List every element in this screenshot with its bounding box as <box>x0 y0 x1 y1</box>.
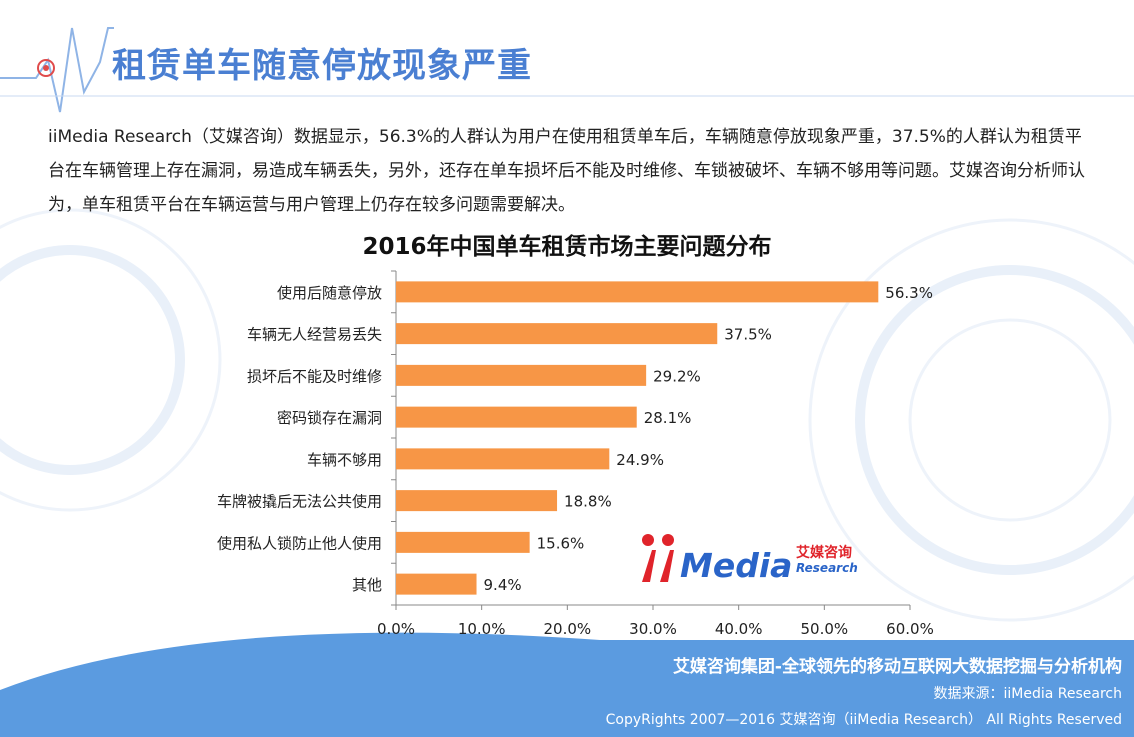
header-pulse-line <box>0 27 1134 113</box>
x-tick-label: 30.0% <box>629 620 677 638</box>
category-label: 使用私人锁防止他人使用 <box>217 534 382 552</box>
x-tick-label: 40.0% <box>715 620 763 638</box>
x-tick-label: 50.0% <box>801 620 849 638</box>
data-label: 37.5% <box>724 326 772 344</box>
footer-slogan: 艾媒咨询集团-全球领先的移动互联网大数据挖掘与分析机构 <box>672 657 1122 677</box>
x-tick-label: 0.0% <box>377 620 415 638</box>
footer-copyright: CopyRights 2007—2016 艾媒咨询（iiMedia Resear… <box>605 712 1122 728</box>
bar <box>396 531 530 553</box>
footer-source: 数据来源：iiMedia Research <box>933 686 1123 702</box>
data-label: 29.2% <box>653 367 701 385</box>
data-label: 15.6% <box>537 534 585 552</box>
data-label: 56.3% <box>885 284 933 302</box>
page-title: 租赁单车随意停放现象严重 <box>112 46 532 86</box>
bar <box>396 406 637 428</box>
category-label: 使用后随意停放 <box>277 284 382 302</box>
bar <box>396 448 610 470</box>
logo-en-name: Research <box>796 561 858 575</box>
category-label: 车辆无人经营易丢失 <box>247 326 382 344</box>
category-label: 车牌被撬后无法公共使用 <box>217 493 382 511</box>
x-tick-label: 20.0% <box>544 620 592 638</box>
category-label: 损坏后不能及时维修 <box>247 367 382 385</box>
iimedia-logo-mark-icon <box>642 534 674 582</box>
bar <box>396 490 558 512</box>
iimedia-logo: Media 艾媒咨询 Research <box>638 532 868 588</box>
intro-paragraph: iiMedia Research（艾媒咨询）数据显示，56.3%的人群认为用户在… <box>48 127 1085 215</box>
logo-wordmark: Media <box>680 546 793 585</box>
bar <box>396 281 879 303</box>
bar <box>396 364 647 386</box>
footer-band <box>0 632 1134 737</box>
bar <box>396 573 477 595</box>
data-label: 9.4% <box>484 576 522 594</box>
data-label: 18.8% <box>564 493 612 511</box>
category-label: 其他 <box>352 576 382 594</box>
category-label: 车辆不够用 <box>307 451 382 469</box>
category-label: 密码锁存在漏洞 <box>277 409 382 427</box>
bar <box>396 323 718 345</box>
chart-title: 2016年中国单车租赁市场主要问题分布 <box>362 234 772 260</box>
x-tick-label: 10.0% <box>458 620 506 638</box>
logo-cn-name: 艾媒咨询 <box>796 545 852 561</box>
data-label: 24.9% <box>616 451 664 469</box>
data-label: 28.1% <box>644 409 692 427</box>
x-tick-label: 60.0% <box>886 620 934 638</box>
